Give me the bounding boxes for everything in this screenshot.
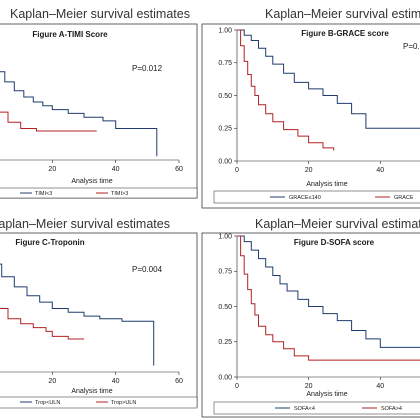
- panel-b-xlabel: Analysis time: [306, 181, 347, 188]
- panel-c-main-title: Kaplan–Meier survival estimates: [0, 217, 170, 231]
- panel-c-x-tick-label: 40: [112, 378, 120, 385]
- panel-a-legend-label-2: TIMI>3: [111, 191, 128, 197]
- panel-b-x-tick-label: 0: [235, 167, 239, 174]
- panel-d-frame: [201, 232, 420, 418]
- panel-d-y-tick-label: 0.75: [218, 269, 232, 276]
- panel-d-legend-label-1: SOFA<4: [294, 406, 315, 412]
- panel-a-x-tick-label: 20: [48, 166, 56, 173]
- panel-d: Kaplan–Meier survival estimates Figure D…: [201, 217, 420, 418]
- panel-a-main-title: Kaplan–Meier survival estimates: [10, 7, 190, 21]
- panel-b-series-2-curve: [237, 29, 335, 151]
- panel-a-series-1-curve: [0, 71, 158, 157]
- panel-b-plot: 0.00 0.25 0.50 0.75 1.00 0 20 40: [218, 27, 420, 174]
- panel-d-series-1-curve: [237, 235, 420, 348]
- panel-d-legend-box: [213, 401, 420, 415]
- panel-d-y-tick-label: 1.00: [218, 233, 232, 240]
- panel-d-y-tick-label: 0.00: [218, 374, 232, 381]
- panel-a-figure-title: Figure A-TIMI Score: [32, 30, 108, 39]
- panel-a-p-value: P=0.012: [132, 64, 163, 73]
- panel-b-legend-label-2: GRACE: [394, 195, 414, 201]
- panel-a-x-tick-label: 60: [175, 166, 183, 173]
- panel-c-figure-title: Figure C-Troponin: [15, 238, 84, 247]
- panel-c-legend-label-2: Trop>ULN: [111, 400, 136, 406]
- panel-a-frame: [0, 23, 198, 199]
- panel-b-y-tick-label: 1.00: [218, 27, 232, 34]
- panel-c-plot: 20 40 60: [0, 263, 183, 385]
- panel-a-legend-label-1: TIMI<3: [35, 191, 52, 197]
- panel-c-x-tick-label: 20: [48, 378, 56, 385]
- panel-b-p-value: P=0.0: [403, 42, 420, 51]
- panel-c-series-2-curve: [0, 308, 84, 340]
- panel-c-legend-label-1: Trop<ULN: [35, 400, 60, 406]
- panel-d-main-title: Kaplan–Meier survival estimates: [255, 217, 420, 231]
- panel-b-legend-box: [213, 190, 420, 204]
- panel-b-x-tick-label: 40: [376, 167, 384, 174]
- panel-b-x-tick-label: 20: [305, 167, 313, 174]
- panel-b-y-tick-label: 0.25: [218, 126, 232, 133]
- panel-c-p-value: P=0.004: [132, 265, 163, 274]
- panel-b: Kaplan–Meier survival estimates Figure B…: [201, 7, 420, 209]
- panel-b-y-tick-label: 0.75: [218, 60, 232, 67]
- panel-c-frame: [0, 232, 198, 408]
- panel-a: Kaplan–Meier survival estimates Figure A…: [0, 7, 198, 199]
- panel-d-legend-label-2: SOFA>4: [381, 406, 402, 412]
- panel-d-series-2-curve: [237, 235, 420, 361]
- panel-d-plot: 0.00 0.25 0.50 0.75 1.00 0 20 40: [218, 233, 420, 390]
- panel-d-x-tick-label: 0: [235, 383, 239, 390]
- panel-b-legend-label-1: GRACE≤140: [289, 195, 321, 201]
- panel-c-x-tick-label: 60: [175, 378, 183, 385]
- panel-b-frame: [201, 23, 420, 209]
- panel-b-main-title: Kaplan–Meier survival estimates: [265, 7, 420, 21]
- panel-d-xlabel: Analysis time: [306, 391, 347, 398]
- panel-a-x-tick-label: 40: [112, 166, 120, 173]
- panel-a-series-2-curve: [0, 111, 97, 132]
- panel-b-y-tick-label: 0.50: [218, 93, 232, 100]
- panel-a-plot: 20 40 60: [0, 71, 183, 173]
- panel-c: Kaplan–Meier survival estimates Figure C…: [0, 217, 198, 409]
- panel-b-y-tick-label: 0.00: [218, 158, 232, 165]
- panel-b-figure-title: Figure B-GRACE score: [301, 29, 389, 38]
- panel-d-y-tick-label: 0.50: [218, 304, 232, 311]
- panel-c-series-1-curve: [0, 263, 155, 366]
- panel-d-x-tick-label: 40: [376, 383, 384, 390]
- panel-a-xlabel: Analysis time: [71, 178, 112, 185]
- panel-d-y-tick-label: 0.25: [218, 339, 232, 346]
- panel-d-figure-title: Figure D-SOFA score: [294, 238, 375, 247]
- panel-c-xlabel: Analysis time: [71, 388, 112, 395]
- panel-d-x-tick-label: 20: [305, 383, 313, 390]
- panel-b-series-1-curve: [237, 29, 420, 129]
